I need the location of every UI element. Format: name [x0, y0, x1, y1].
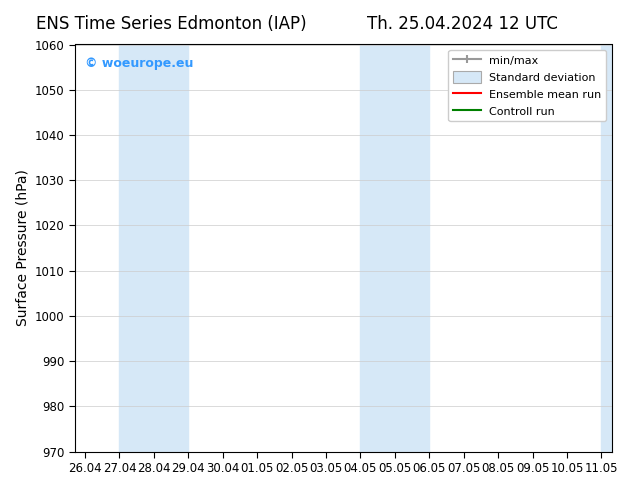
Text: Th. 25.04.2024 12 UTC: Th. 25.04.2024 12 UTC [367, 15, 559, 33]
Bar [602, 45, 619, 452]
Text: © woeurope.eu: © woeurope.eu [86, 57, 194, 70]
Text: ENS Time Series Edmonton (IAP): ENS Time Series Edmonton (IAP) [36, 15, 306, 33]
Bar [119, 45, 188, 452]
Legend: min/max, Standard deviation, Ensemble mean run, Controll run: min/max, Standard deviation, Ensemble me… [448, 50, 606, 122]
Y-axis label: Surface Pressure (hPa): Surface Pressure (hPa) [15, 170, 29, 326]
Bar [360, 45, 429, 452]
